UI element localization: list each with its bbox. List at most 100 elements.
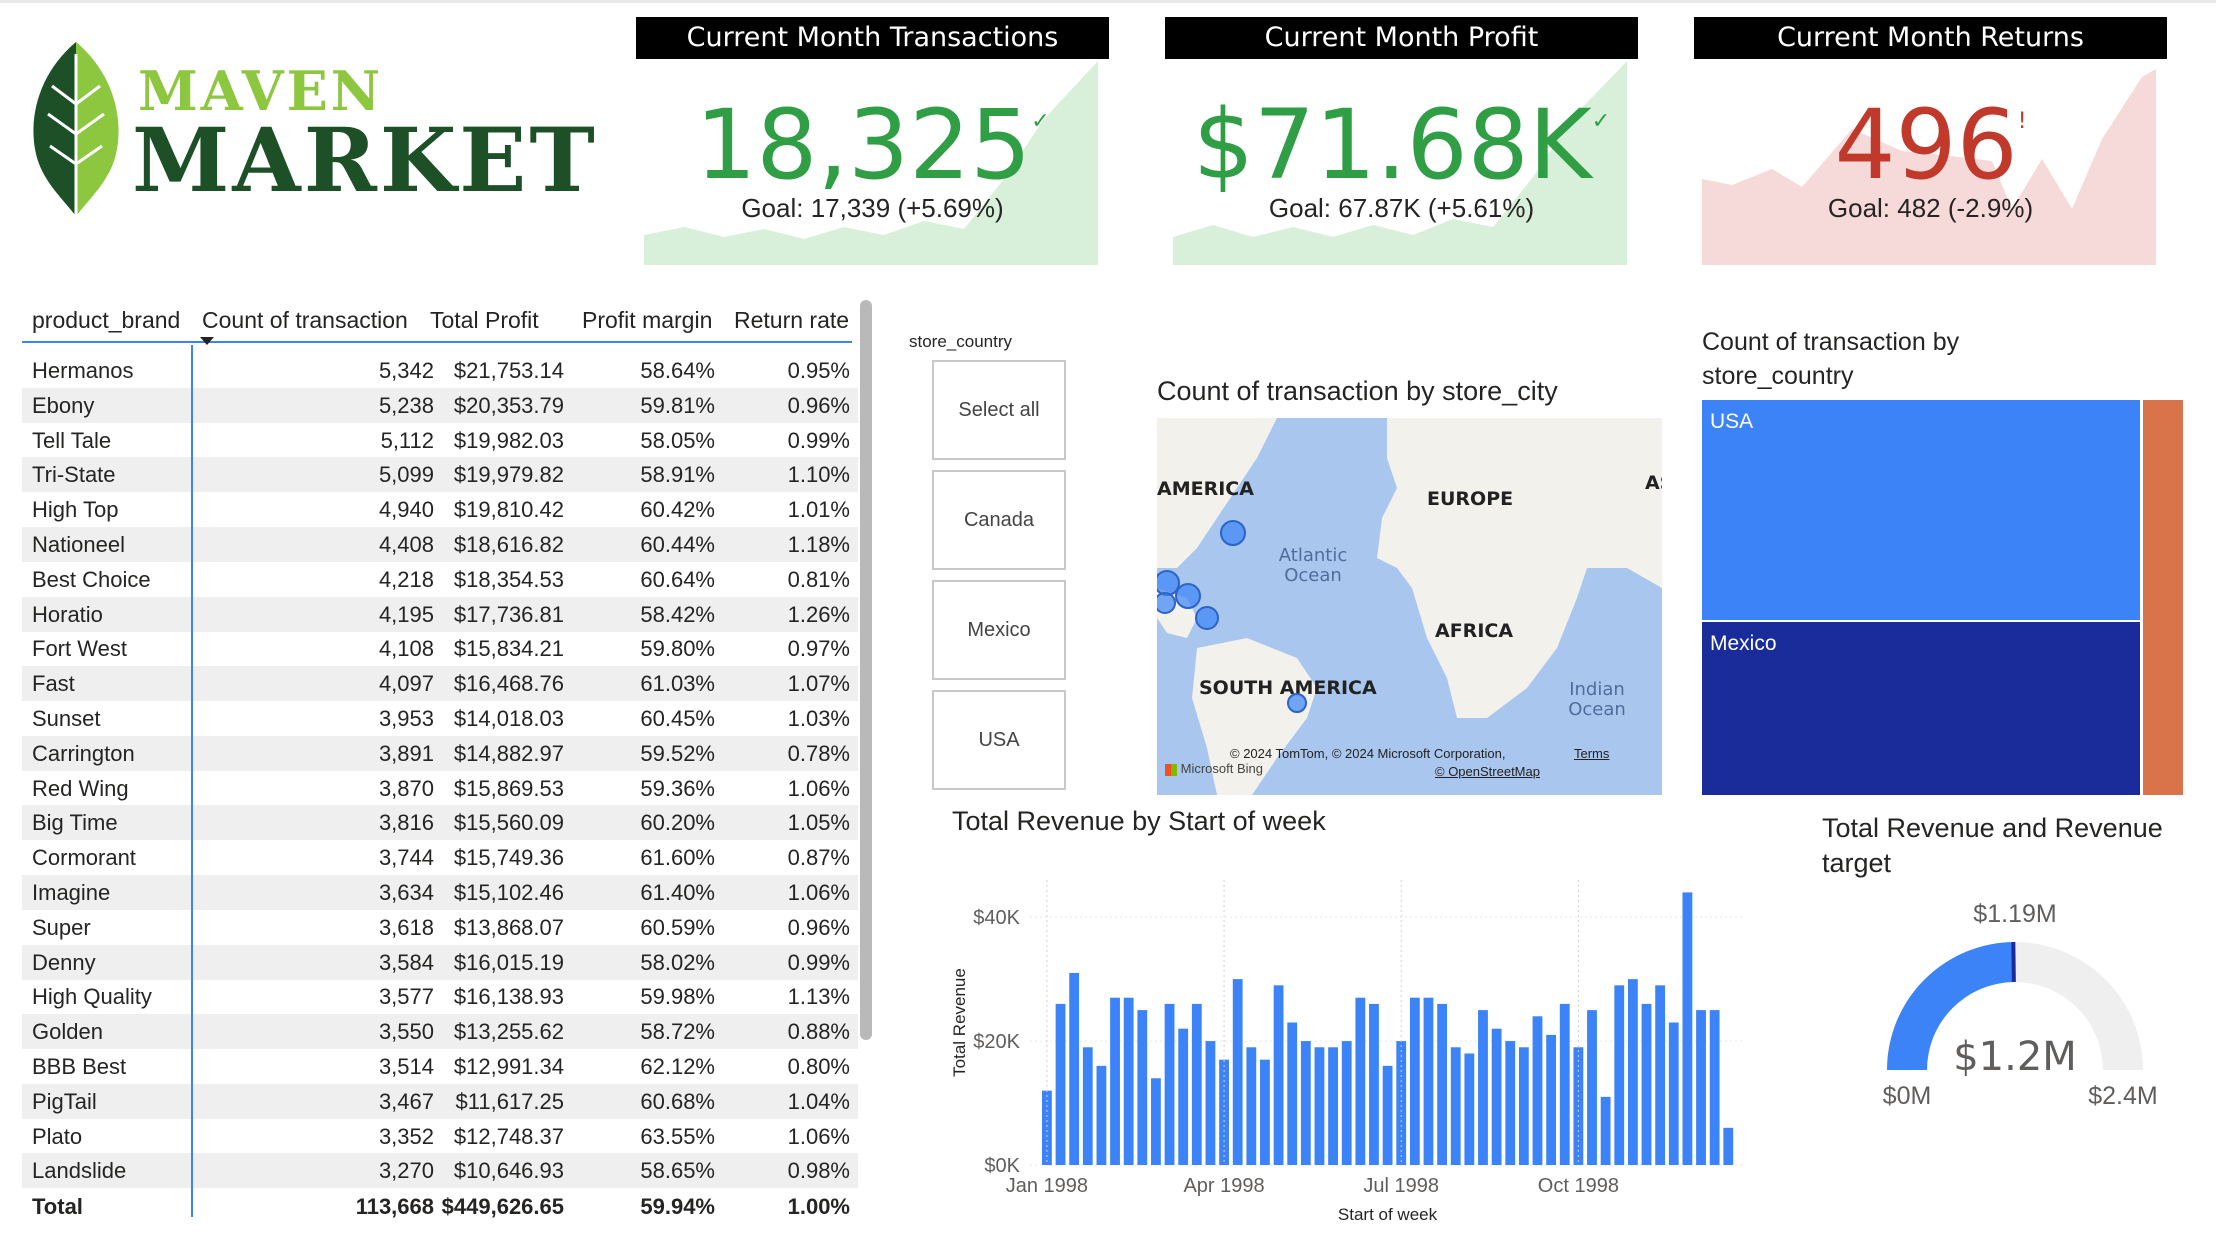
revenue-bar	[1491, 1028, 1502, 1165]
kpi-trend-area	[644, 61, 1098, 265]
cell-margin: 60.64%	[640, 566, 715, 592]
revenue-bar	[1450, 1047, 1461, 1165]
table-row[interactable]: Golden 3,550 $13,255.62 58.72% 0.88%	[22, 1014, 858, 1050]
store-city-map[interactable]: AMERICA EUROPE AS AFRICA SOUTH AMERICA A…	[1157, 418, 1662, 795]
table-row[interactable]: Tri-State 5,099 $19,979.82 58.91% 1.10%	[22, 457, 858, 493]
gauge-target-marker	[2011, 941, 2016, 983]
table-row[interactable]: Hermanos 5,342 $21,753.14 58.64% 0.95%	[22, 353, 858, 388]
cell-profit: $13,255.62	[453, 1019, 564, 1045]
slicer-option-mexico[interactable]: Mexico	[932, 580, 1066, 680]
table-row[interactable]: Cormorant 3,744 $15,749.36 61.60% 0.87%	[22, 840, 858, 875]
map-osm-link[interactable]: © OpenStreetMap	[1435, 764, 1540, 779]
slicer-option-usa[interactable]: USA	[932, 690, 1066, 790]
column-header-count[interactable]: Count of transaction	[202, 307, 408, 333]
cell-brand: Big Time	[32, 810, 118, 836]
table-row[interactable]: Horatio 4,195 $17,736.81 58.42% 1.26%	[22, 596, 858, 632]
slicer-option-canada[interactable]: Canada	[932, 470, 1066, 570]
table-row[interactable]: Carrington 3,891 $14,882.97 59.52% 0.78%	[22, 735, 858, 771]
cell-brand: Best Choice	[32, 566, 151, 592]
cell-return-rate: 1.03%	[787, 706, 850, 731]
table-row[interactable]: Landslide 3,270 $10,646.93 58.65% 0.98%	[22, 1153, 858, 1189]
slicer-option-select-all[interactable]: Select all	[932, 360, 1066, 460]
leaf-icon	[33, 42, 119, 216]
table-header: product_brand Count of transaction Total…	[22, 297, 852, 345]
cell-profit: $18,616.82	[453, 532, 564, 557]
cell-return-rate: 0.81%	[787, 566, 850, 592]
cell-brand: Golden	[32, 1019, 103, 1045]
cell-count: 4,108	[378, 636, 434, 662]
table-row[interactable]: Fort West 4,108 $15,834.21 59.80% 0.97%	[22, 631, 858, 666]
city-bubble[interactable]	[1175, 583, 1201, 609]
cell-count: 3,634	[378, 880, 434, 905]
cell-return-rate: 1.13%	[787, 984, 850, 1010]
check-icon: ✓	[1591, 109, 1611, 134]
kpi-card-transactions[interactable]: Current Month Transactions 18,325✓ Goal:…	[636, 17, 1109, 265]
y-tick-label: $0K	[984, 1155, 1020, 1177]
revenue-bar	[1423, 997, 1434, 1165]
cell-margin: 60.42%	[640, 497, 715, 523]
x-tick-label: Apr 1998	[1183, 1175, 1264, 1197]
revenue-bar	[1587, 1010, 1597, 1165]
revenue-bar	[1055, 1003, 1066, 1165]
table-row[interactable]: High Top 4,940 $19,810.42 60.42% 1.01%	[22, 492, 858, 527]
table-row[interactable]: Nationeel 4,408 $18,616.82 60.44% 1.18%	[22, 527, 858, 562]
city-bubble[interactable]	[1220, 520, 1246, 546]
treemap-tile-usa[interactable]: USA	[1702, 400, 2140, 620]
sort-descending-icon[interactable]	[200, 337, 214, 345]
revenue-bar	[1478, 1010, 1488, 1165]
cell-profit: $15,560.09	[453, 810, 564, 836]
cell-brand: Fast	[32, 671, 75, 697]
table-row[interactable]: Fast 4,097 $16,468.76 61.03% 1.07%	[22, 666, 858, 702]
revenue-bar	[1328, 1047, 1338, 1165]
cell-count: 3,352	[378, 1123, 434, 1149]
revenue-bar	[1614, 985, 1625, 1165]
cell-margin: 59.81%	[640, 392, 715, 418]
table-row[interactable]: Sunset 3,953 $14,018.03 60.45% 1.03%	[22, 701, 858, 736]
table-scrollbar[interactable]	[860, 300, 872, 1040]
column-header-margin[interactable]: Profit margin	[582, 307, 713, 333]
cell-margin: 60.59%	[640, 914, 715, 940]
revenue-bar	[1287, 1022, 1298, 1165]
treemap-tile-canada[interactable]	[2143, 400, 2183, 795]
table-row[interactable]: Plato 3,352 $12,748.37 63.55% 1.06%	[22, 1119, 858, 1154]
table-row[interactable]: High Quality 3,577 $16,138.93 59.98% 1.13%	[22, 979, 858, 1014]
table-row[interactable]: Ebony 5,238 $20,353.79 59.81% 0.96%	[22, 387, 858, 423]
map-terms-link[interactable]: Terms	[1574, 746, 1610, 761]
table-row[interactable]: Best Choice 4,218 $18,354.53 60.64% 0.81%	[22, 562, 858, 597]
revenue-bar	[1641, 1003, 1652, 1165]
table-row[interactable]: BBB Best 3,514 $12,991.34 62.12% 0.80%	[22, 1049, 858, 1084]
cell-profit: $12,991.34	[453, 1054, 564, 1079]
column-header-profit[interactable]: Total Profit	[430, 307, 539, 333]
cell-count: 5,342	[378, 358, 434, 383]
cell-brand: Sunset	[32, 706, 101, 731]
table-row[interactable]: Tell Tale 5,112 $19,982.03 58.05% 0.99%	[22, 423, 858, 458]
x-tick-label: Jan 1998	[1006, 1175, 1088, 1197]
column-header-brand[interactable]: product_brand	[32, 307, 181, 333]
table-row[interactable]: Big Time 3,816 $15,560.09 60.20% 1.05%	[22, 805, 858, 841]
city-bubble[interactable]	[1195, 606, 1219, 630]
table-row[interactable]: Red Wing 3,870 $15,869.53 59.36% 1.06%	[22, 771, 858, 806]
treemap-tile-mexico[interactable]: Mexico	[1702, 622, 2140, 795]
cell-profit: $12,748.37	[453, 1123, 564, 1149]
kpi-title: Current Month Transactions	[636, 17, 1109, 59]
gauge-fill	[1887, 942, 2015, 1070]
revenue-bar	[1464, 1053, 1475, 1165]
cell-return-rate: 0.96%	[787, 914, 850, 940]
kpi-card-profit[interactable]: Current Month Profit $71.68K✓ Goal: 67.8…	[1165, 17, 1638, 265]
city-bubble[interactable]	[1287, 693, 1307, 713]
table-row[interactable]: Imagine 3,634 $15,102.46 61.40% 1.06%	[22, 875, 858, 910]
table-row[interactable]: Super 3,618 $13,868.07 60.59% 0.96%	[22, 910, 858, 945]
city-bubble[interactable]	[1157, 592, 1176, 614]
cell-brand: Denny	[32, 949, 96, 975]
city-bubble[interactable]	[1157, 570, 1180, 596]
cell-margin: 58.72%	[640, 1019, 715, 1045]
cell-profit: $19,982.03	[453, 427, 564, 453]
kpi-title: Current Month Returns	[1694, 17, 2167, 59]
logo-text-maven: MAVEN	[138, 59, 384, 123]
column-header-return-rate[interactable]: Return rate	[734, 307, 850, 333]
table-row[interactable]: Denny 3,584 $16,015.19 58.02% 0.99%	[22, 944, 858, 980]
table-row[interactable]: PigTail 3,467 $11,617.25 60.68% 1.04%	[22, 1083, 858, 1119]
cell-return-rate: 1.01%	[787, 497, 850, 523]
kpi-card-returns[interactable]: Current Month Returns 496! Goal: 482 (-2…	[1694, 17, 2167, 265]
revenue-bar	[1042, 1090, 1052, 1165]
